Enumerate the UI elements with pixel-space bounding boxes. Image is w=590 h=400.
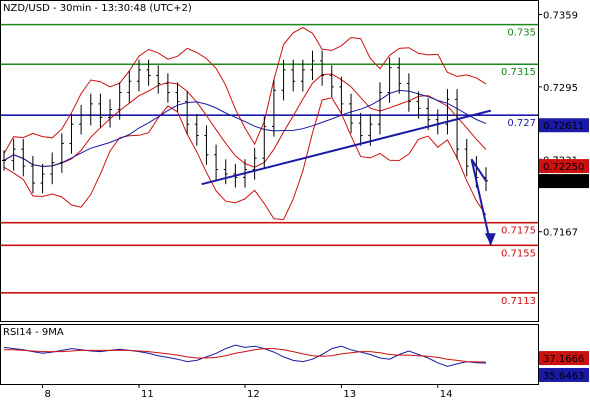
x-tick-label: 12 xyxy=(247,389,260,400)
y-tick-label: 0.7167 xyxy=(543,228,578,239)
level-label: 0.7175 xyxy=(501,226,536,237)
x-tick-label: 8 xyxy=(45,389,51,400)
price-tag xyxy=(539,174,589,189)
price-panel-frame xyxy=(0,0,539,322)
price-tag xyxy=(539,159,589,174)
x-tick-label: 14 xyxy=(440,389,453,400)
level-label: 0.7113 xyxy=(501,296,536,307)
rsi-title: RSI14 - 9MA xyxy=(3,327,64,338)
price-tag xyxy=(539,118,589,133)
lower-band-line xyxy=(3,97,487,221)
price-tag-label: 0.72611 xyxy=(543,121,584,132)
support-trendline xyxy=(201,109,492,186)
price-tag-label: 37.1666 xyxy=(543,354,584,365)
y-tick-label: 0.7359 xyxy=(543,10,578,21)
level-label: 0.7315 xyxy=(501,67,536,78)
price-tag-label: 0.72125 xyxy=(543,177,584,188)
forecast-arrow-head xyxy=(484,233,496,246)
chart-title: NZD/USD - 30min - 13:30:48 (UTC+2) xyxy=(3,3,192,14)
price-tag-label: 0.72250 xyxy=(543,162,584,173)
upper-band-line xyxy=(3,26,487,154)
level-label: 0.7155 xyxy=(501,248,536,259)
price-tag xyxy=(539,351,589,366)
level-label: 0.727 xyxy=(507,118,536,129)
y-tick-label: 0.7295 xyxy=(543,83,578,94)
middle-band-line xyxy=(3,73,487,168)
price-tag-label: 35.6463 xyxy=(543,371,584,382)
level-label: 0.735 xyxy=(507,28,536,39)
rsi-panel-frame xyxy=(0,324,539,385)
price-tag xyxy=(539,367,589,382)
x-tick-label: 11 xyxy=(141,389,154,400)
moving-average-line xyxy=(3,89,487,168)
x-tick-label: 13 xyxy=(343,389,356,400)
forecast-arrow-line xyxy=(470,158,492,246)
rsi-ma-line xyxy=(4,348,487,363)
